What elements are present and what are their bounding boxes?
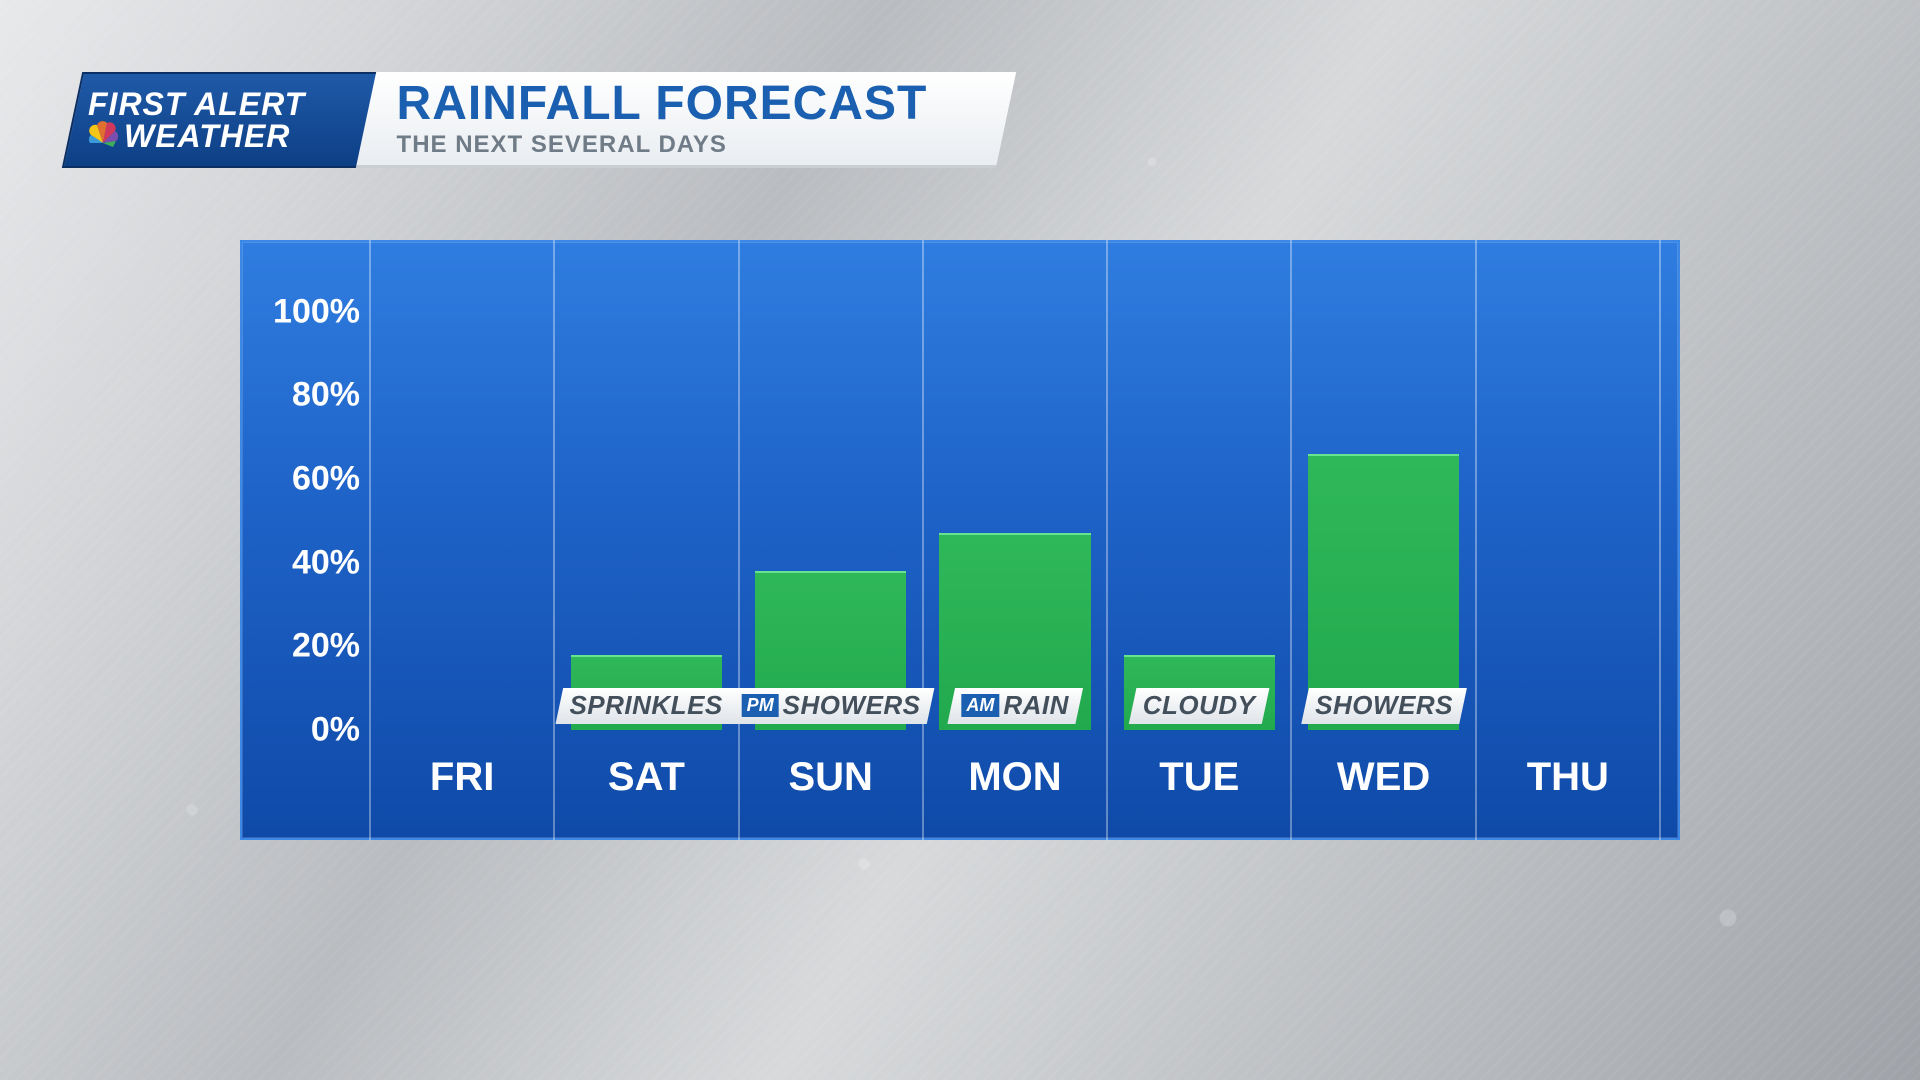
x-category-label: SUN <box>788 755 872 800</box>
x-category-label: MON <box>968 755 1061 800</box>
x-category-label: WED <box>1337 755 1430 800</box>
bar-annotation-text: RAIN <box>1003 690 1069 721</box>
y-tick-label: 80% <box>240 376 360 415</box>
peacock-icon <box>88 120 118 152</box>
y-tick-label: 60% <box>240 460 360 499</box>
x-category-label: TUE <box>1159 755 1239 800</box>
bar-annotation: AMRAIN <box>947 688 1082 724</box>
rainfall-chart: 0%20%40%60%80%100%FRISATSPRINKLESSUNPMSH… <box>240 240 1680 840</box>
logo-line2-text: WEATHER <box>124 120 290 152</box>
gridline <box>553 240 555 840</box>
header: FIRST ALERT WEATHER <box>72 72 1006 168</box>
y-tick-label: 100% <box>240 292 360 331</box>
bar-annotation: CLOUDY <box>1129 688 1269 724</box>
logo-badge: FIRST ALERT WEATHER <box>62 72 382 168</box>
chart-subtitle: THE NEXT SEVERAL DAYS <box>397 131 977 159</box>
y-tick-label: 0% <box>240 711 360 750</box>
logo-line2: WEATHER <box>88 120 356 152</box>
y-tick-label: 40% <box>240 543 360 582</box>
gridline <box>738 240 740 840</box>
bar-annotation: PMSHOWERS <box>727 688 933 724</box>
bar-annotation-prefix: PM <box>741 694 778 717</box>
gridline <box>1659 240 1661 840</box>
gridline <box>369 240 371 840</box>
y-tick-label: 20% <box>240 627 360 666</box>
gridline <box>922 240 924 840</box>
bar-annotation-text: CLOUDY <box>1143 690 1256 721</box>
gridline <box>1290 240 1292 840</box>
x-category-label: SAT <box>608 755 685 800</box>
chart-title: RAINFALL FORECAST <box>397 76 977 131</box>
gridline <box>1106 240 1108 840</box>
logo-line1: FIRST ALERT <box>88 88 356 120</box>
title-box: RAINFALL FORECAST THE NEXT SEVERAL DAYS <box>356 72 1016 168</box>
bar-annotation-text: SPRINKLES <box>570 690 723 721</box>
x-category-label: FRI <box>430 755 494 800</box>
gridline <box>1475 240 1477 840</box>
plot-area: 0%20%40%60%80%100%FRISATSPRINKLESSUNPMSH… <box>370 270 1660 730</box>
bar-annotation-text: SHOWERS <box>1315 690 1453 721</box>
bar-annotation: SPRINKLES <box>556 688 737 724</box>
bar-annotation: SHOWERS <box>1301 688 1466 724</box>
bar-annotation-prefix: AM <box>961 694 999 717</box>
bar-annotation-text: SHOWERS <box>782 690 920 721</box>
x-category-label: THU <box>1527 755 1609 800</box>
